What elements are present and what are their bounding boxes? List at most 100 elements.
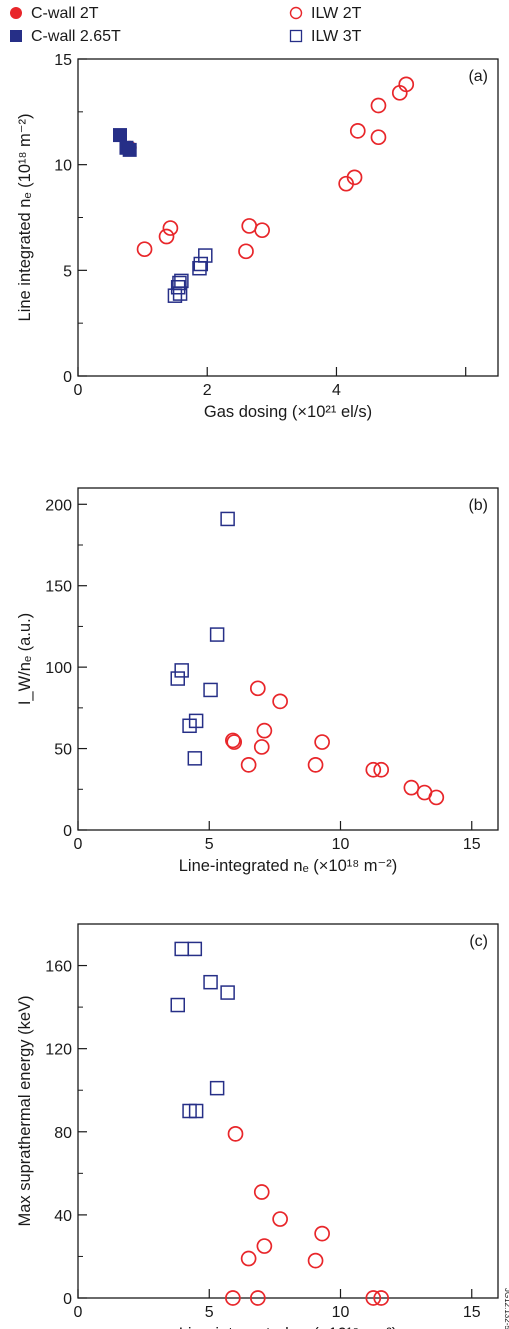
data-point-ilw-2t <box>225 732 241 749</box>
legend-marker-ilw-2t <box>289 6 303 20</box>
y-axis-label: Max suprathermal energy (keV) <box>16 995 34 1226</box>
plot-frame <box>77 923 499 1299</box>
data-point-ilw-2t <box>272 693 288 710</box>
chart-panel-c: 0 40 80 120 160 0 5 10 15 (c) Line-integrated nₑ (… <box>16 923 499 1329</box>
x-tick-label: 0 <box>74 1304 83 1321</box>
data-point-ilw-3t <box>188 713 204 729</box>
data-point-ilw-2t <box>249 680 266 697</box>
data-point-ilw-2t <box>226 734 243 750</box>
data-point-ilw-2t <box>256 722 273 739</box>
data-point-c-wall-2-65t <box>122 142 137 157</box>
panel-label: (a) <box>468 68 488 85</box>
legend-label-ilw-2t: ILW 2T <box>311 5 362 22</box>
y-tick-label: 200 <box>45 497 72 514</box>
series-ilw-3t <box>167 248 213 303</box>
data-point-c-wall-2-65t <box>113 128 127 143</box>
data-point-ilw-2t <box>346 169 363 186</box>
legend: C-wall 2T C-wall 2.65T ILW 2T ILW 3T <box>10 5 362 45</box>
series-ilw-2t <box>225 680 445 806</box>
series-ilw-3t <box>170 941 235 1119</box>
x-axis-label: Line-integrated nₑ (×10¹⁸ m⁻²) <box>179 1325 398 1329</box>
data-point-ilw-2t <box>403 779 420 796</box>
data-point-ilw-2t <box>253 739 270 755</box>
data-point-ilw-2t <box>349 123 366 139</box>
data-point-ilw-3t <box>220 511 235 527</box>
x-tick-label: 4 <box>332 382 341 399</box>
x-tick-label: 10 <box>332 836 350 853</box>
series-ilw-3t <box>170 511 235 766</box>
data-point-ilw-2t <box>314 734 330 750</box>
data-point-ilw-3t <box>203 682 218 698</box>
data-point-ilw-3t <box>203 974 218 990</box>
series-ilw-2t <box>136 76 415 260</box>
plot-frame <box>77 58 499 377</box>
data-point-ilw-2t <box>365 1290 382 1306</box>
data-point-ilw-3t <box>174 273 189 289</box>
x-tick-label: 0 <box>74 382 83 399</box>
figure-id-label: JG12.132-5c <box>503 1288 509 1329</box>
y-axis-label: Line integrated nₑ (10¹⁸ m⁻²) <box>16 114 34 322</box>
x-tick-label: 15 <box>463 836 481 853</box>
y-axis-label: I_W/nₑ (a.u.) <box>16 613 34 705</box>
panel-label: (c) <box>469 933 488 950</box>
data-point-ilw-3t <box>188 1103 204 1119</box>
chart-panel-b: 0 50 100 150 200 0 5 10 15 (b) Line-integrated nₑ … <box>16 487 499 875</box>
plot-frame <box>77 487 499 831</box>
x-tick-label: 0 <box>74 836 83 853</box>
data-point-ilw-2t <box>136 241 153 258</box>
data-point-ilw-2t <box>307 757 324 773</box>
x-axis-label: Line-integrated nₑ (×10¹⁸ m⁻²) <box>179 857 398 875</box>
data-point-ilw-2t <box>256 1238 273 1254</box>
x-tick-label: 2 <box>203 382 212 399</box>
data-point-ilw-2t <box>314 1225 330 1242</box>
data-point-ilw-3t <box>170 997 185 1013</box>
legend-label-ilw-3t: ILW 3T <box>311 28 362 45</box>
data-point-ilw-2t <box>373 1290 390 1306</box>
data-point-ilw-2t <box>162 220 179 236</box>
data-point-ilw-3t <box>187 941 203 957</box>
y-tick-label: 0 <box>63 823 72 840</box>
legend-marker-c-wall-2t <box>10 7 22 19</box>
legend-label-c-wall-2-65t: C-wall 2.65T <box>31 28 121 45</box>
x-axis-label: Gas dosing (×10²¹ el/s) <box>204 403 372 421</box>
y-tick-label: 50 <box>54 742 72 759</box>
legend-marker-c-wall-2-65t <box>10 30 22 42</box>
data-point-ilw-2t <box>272 1211 288 1227</box>
data-point-ilw-3t <box>220 985 235 1000</box>
y-tick-label: 150 <box>45 579 72 596</box>
data-point-ilw-2t <box>227 1126 244 1142</box>
data-point-ilw-3t <box>209 1080 225 1096</box>
data-point-ilw-2t <box>428 789 445 806</box>
x-tick-label: 5 <box>205 1304 214 1321</box>
data-point-ilw-2t <box>238 243 254 260</box>
y-tick-label: 0 <box>63 369 72 386</box>
legend-label-c-wall-2t: C-wall 2T <box>31 5 99 22</box>
y-tick-label: 40 <box>54 1208 72 1225</box>
x-tick-label: 5 <box>205 836 214 853</box>
data-point-ilw-2t <box>373 761 390 778</box>
data-point-ilw-2t <box>240 757 257 773</box>
data-point-ilw-2t <box>241 218 258 234</box>
y-tick-label: 80 <box>54 1125 72 1142</box>
y-tick-label: 0 <box>63 1291 72 1308</box>
data-point-ilw-2t <box>370 129 387 146</box>
data-point-ilw-3t <box>193 256 209 272</box>
data-point-ilw-2t <box>370 97 387 114</box>
data-point-ilw-2t <box>398 76 415 93</box>
y-tick-label: 100 <box>45 660 72 677</box>
y-tick-label: 15 <box>54 52 72 69</box>
y-tick-label: 5 <box>63 263 72 280</box>
panel-label: (b) <box>468 497 488 514</box>
data-point-ilw-2t <box>225 1290 241 1306</box>
data-point-ilw-3t <box>174 941 189 957</box>
y-tick-label: 160 <box>45 959 72 976</box>
data-point-ilw-3t <box>198 248 213 263</box>
data-point-ilw-2t <box>240 1250 257 1267</box>
series-c-wall-2-65t <box>113 128 137 157</box>
series-ilw-2t <box>225 1126 390 1306</box>
chart-panel-a: 0 5 10 15 0 2 4 (a) Gas dosing (×10²¹ el/s) Line … <box>16 52 499 421</box>
x-tick-label: 15 <box>463 1304 481 1321</box>
data-point-ilw-2t <box>254 222 271 239</box>
